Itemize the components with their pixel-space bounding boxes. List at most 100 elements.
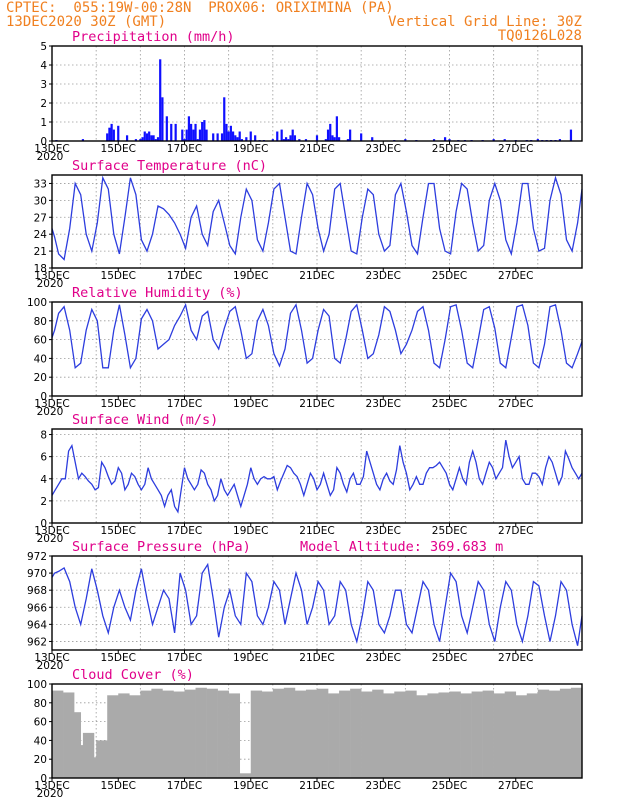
x-tick-label: 21DEC (299, 270, 334, 282)
cloud-bar (107, 695, 119, 778)
x-tick-label: 15DEC (101, 652, 136, 664)
precip-bar (196, 139, 199, 141)
precip-bar (254, 135, 257, 141)
y-tick-label: 3 (40, 79, 47, 91)
x-tick-label: 19DEC (233, 525, 268, 537)
x-tick-label: 15DEC (101, 398, 136, 410)
panel-title: Relative Humidity (%) (72, 285, 243, 301)
cloud-bar (548, 690, 561, 778)
x-year-label: 2020 (37, 406, 64, 418)
x-tick-label: 21DEC (299, 780, 334, 792)
x-year-label: 2020 (37, 788, 64, 800)
precip-bar (284, 137, 288, 141)
x-tick-label: 23DEC (366, 143, 401, 155)
precip-bar (143, 131, 146, 141)
y-tick-label: 21 (34, 246, 47, 258)
y-tick-label: 0 (40, 391, 47, 403)
cloud-bar (272, 688, 285, 778)
precip-bar (276, 131, 279, 141)
precip-bar (220, 133, 224, 141)
cloud-bar (283, 687, 296, 778)
cloud-bar (350, 688, 362, 778)
cloud-bar (217, 690, 229, 778)
precip-bar (329, 123, 332, 141)
cloud-bar (515, 695, 528, 778)
cloud-bar (361, 691, 373, 778)
header-date: 13DEC2020 30Z (GMT) (6, 14, 167, 30)
x-tick-label: 13DEC (34, 780, 69, 792)
x-tick-label: 13DEC (34, 525, 69, 537)
precip-bar (145, 133, 149, 141)
precip-bar (139, 139, 142, 141)
cloud-bar (438, 692, 450, 778)
y-tick-label: 80 (34, 316, 47, 328)
y-tick-label: 0 (40, 136, 47, 148)
y-tick-label: 20 (34, 372, 47, 384)
precip-bar (569, 129, 573, 141)
cloud-bar (82, 732, 95, 778)
precip-bar (203, 120, 206, 141)
x-tick-label: 15DEC (101, 780, 136, 792)
precip-bar (125, 135, 129, 141)
cloud-bar (261, 691, 274, 778)
precip-bar (280, 129, 283, 141)
x-tick-label: 13DEC (34, 652, 69, 664)
cloud-bar (250, 690, 263, 778)
precip-bar (154, 139, 157, 141)
y-tick-label: 27 (34, 212, 47, 224)
panel-frame (51, 301, 583, 397)
precip-bar (108, 127, 111, 141)
precip-bar (371, 137, 374, 141)
series-line (51, 439, 583, 514)
y-tick-label: 40 (34, 735, 47, 747)
y-tick-label: 18 (34, 263, 47, 275)
x-tick-label: 25DEC (432, 780, 467, 792)
x-tick-label: 21DEC (299, 525, 334, 537)
y-tick-label: 972 (27, 551, 47, 563)
precip-bar (187, 116, 191, 141)
precip-bar (201, 122, 204, 141)
cloud-bar (372, 689, 384, 778)
cloud-bar (52, 690, 64, 778)
precip-bar (245, 137, 248, 141)
series-line (51, 302, 583, 370)
cloud-bar (294, 690, 307, 778)
x-tick-label: 21DEC (299, 652, 334, 664)
cloud-bar (339, 690, 351, 778)
cloud-bar (449, 691, 461, 778)
precip-bar (183, 139, 186, 141)
cloud-bar (427, 693, 439, 778)
precip-bar (190, 123, 193, 141)
x-tick-label: 27DEC (498, 270, 533, 282)
y-tick-label: 1 (40, 117, 47, 129)
y-tick-label: 24 (34, 229, 48, 241)
precip-bar (492, 139, 495, 141)
cloud-bar (96, 740, 108, 778)
x-year-label: 2020 (37, 660, 64, 672)
cloud-bar (328, 693, 340, 778)
x-tick-label: 23DEC (366, 525, 401, 537)
precip-bar (231, 131, 235, 141)
panel-frame (51, 428, 583, 524)
cloud-bar (305, 689, 318, 778)
x-year-label: 2020 (37, 151, 64, 163)
panel-5: 0 20 40 60 80 100 13DEC 15DEC 17DEC 19DEC 21DEC 23D… (27, 667, 583, 800)
precip-bar (238, 131, 241, 141)
cloud-bar (471, 691, 483, 778)
x-tick-label: 13DEC (34, 270, 69, 282)
series-line (51, 175, 583, 261)
header-model-code: TQ0126L028 (497, 28, 582, 44)
precip-bar (432, 139, 436, 141)
y-tick-label: 0 (40, 518, 47, 530)
panel-0: 0 1 2 3 4 5 13DEC 15DEC 17DEC 19DEC 21DEC 23DEC 25DE… (34, 29, 583, 163)
y-tick-label: 966 (27, 602, 47, 614)
x-tick-label: 17DEC (167, 143, 202, 155)
x-tick-label: 19DEC (233, 652, 268, 664)
panel-frame (51, 555, 583, 651)
y-tick-label: 100 (27, 679, 47, 691)
x-tick-label: 19DEC (233, 270, 268, 282)
precip-bar (181, 129, 184, 141)
precip-bar (150, 135, 153, 141)
precip-bar (271, 139, 274, 141)
